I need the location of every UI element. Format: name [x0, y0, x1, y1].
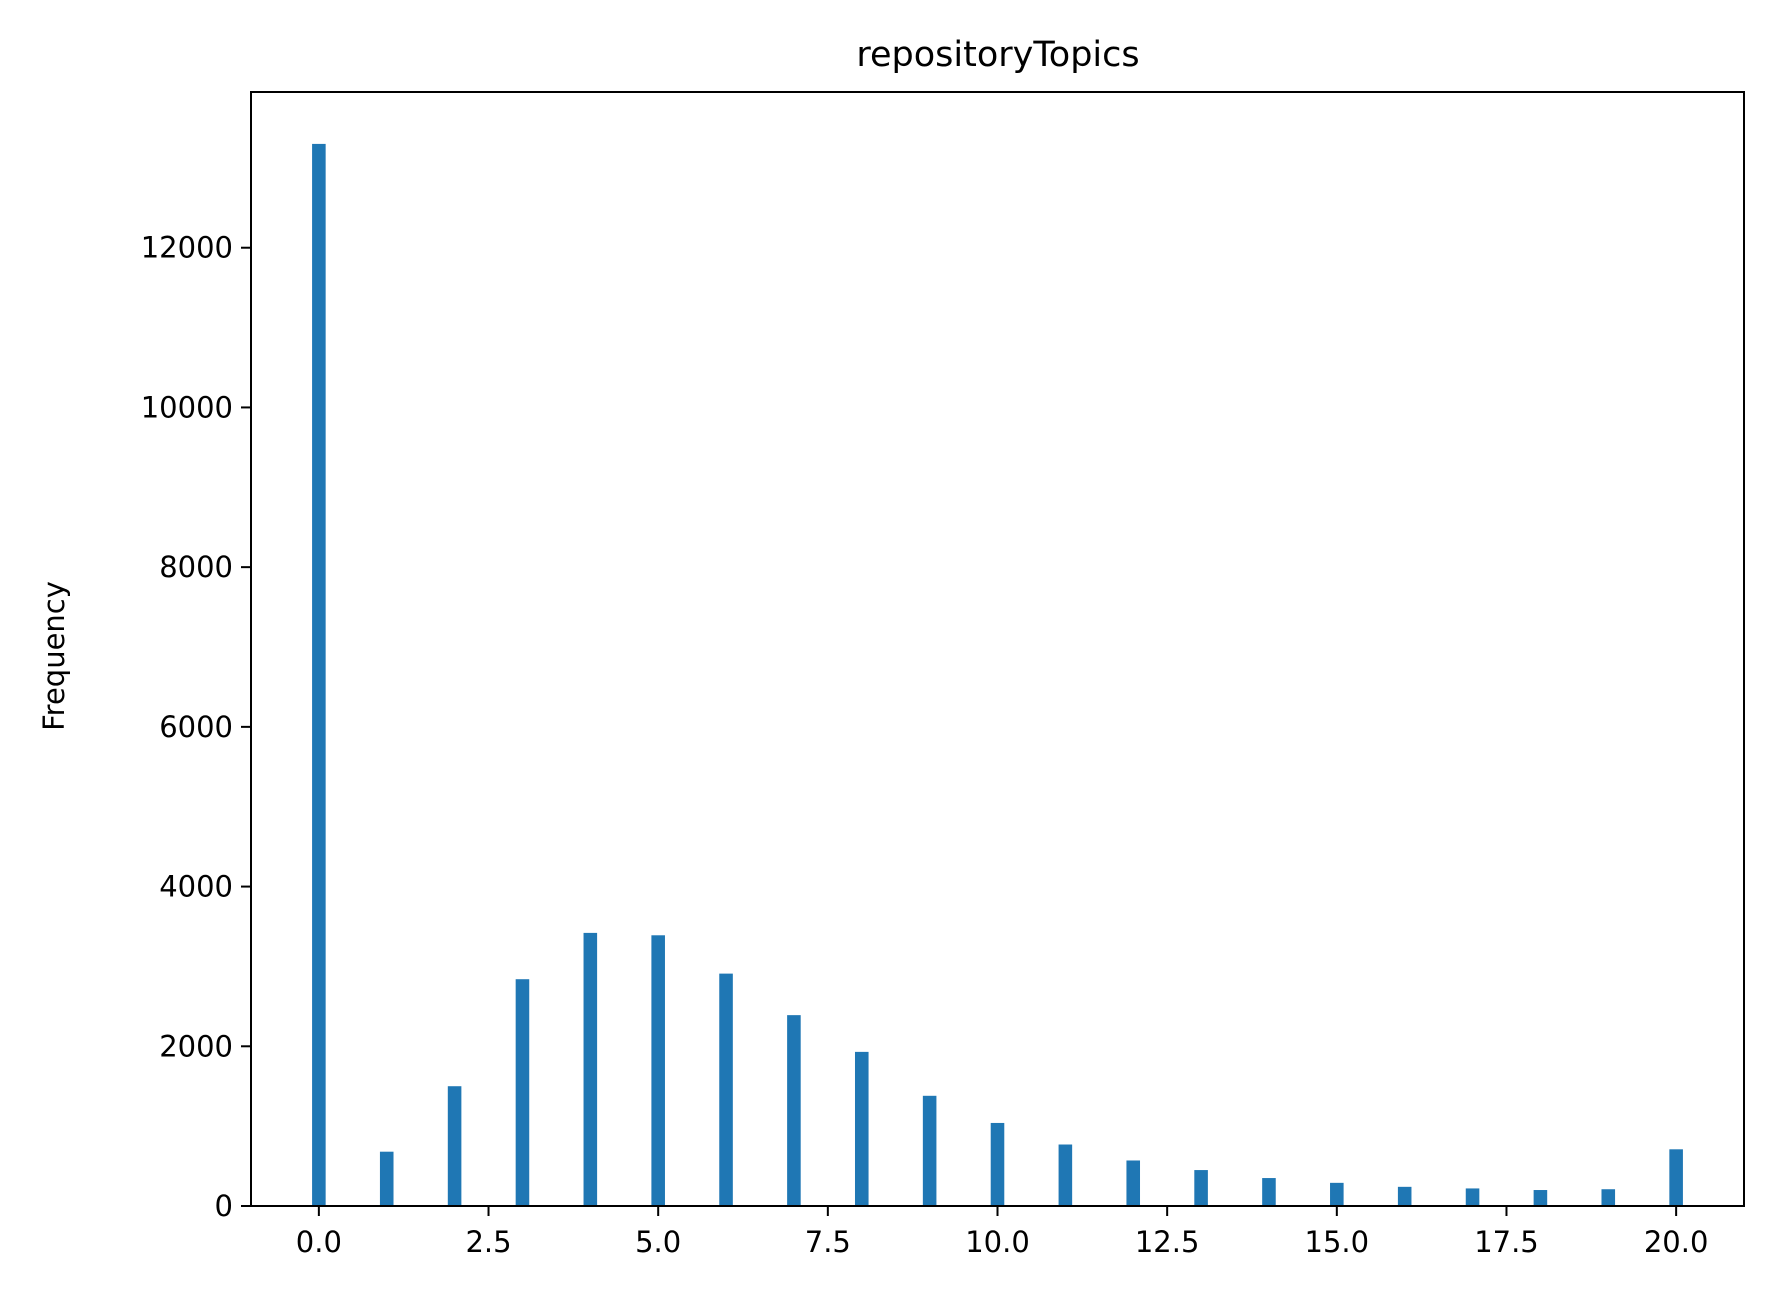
x-tick-label: 10.0	[965, 1225, 1030, 1259]
x-tick-label: 2.5	[465, 1225, 511, 1259]
bars-group	[312, 143, 1683, 1206]
x-tick-label: 12.5	[1135, 1225, 1200, 1259]
x-tick-label: 7.5	[805, 1225, 851, 1259]
bar-14	[1262, 1178, 1276, 1206]
y-tick-label: 10000	[141, 390, 233, 424]
bar-6	[719, 973, 733, 1206]
plot-frame	[250, 91, 1745, 1207]
bar-19	[1601, 1189, 1616, 1206]
y-tick-label: 6000	[159, 710, 233, 744]
bar-16	[1397, 1186, 1412, 1206]
bar-10	[990, 1122, 1005, 1206]
x-tick-label: 15.0	[1305, 1225, 1370, 1259]
bar-0	[312, 143, 326, 1206]
bar-1	[379, 1151, 394, 1206]
bar-3	[515, 979, 530, 1206]
bar-18	[1533, 1190, 1548, 1206]
bar-15	[1330, 1182, 1344, 1206]
y-tick-label: 4000	[159, 870, 233, 904]
bar-13	[1194, 1170, 1208, 1206]
y-axis-label: Frequency	[37, 581, 71, 731]
bar-17	[1465, 1188, 1480, 1206]
bar-20	[1669, 1149, 1683, 1206]
bar-8	[854, 1051, 869, 1206]
x-tick-label: 5.0	[635, 1225, 681, 1259]
y-tick-label: 2000	[159, 1029, 233, 1063]
y-tick-label: 0	[215, 1189, 233, 1223]
bar-9	[922, 1095, 937, 1206]
bar-12	[1126, 1160, 1141, 1206]
x-tick-label: 0.0	[296, 1225, 342, 1259]
x-tick-label: 20.0	[1644, 1225, 1709, 1259]
x-axis-ticks: 0.0 2.5 5.0 7.5 10.0 12.5 15.0 17.5 20.0	[296, 1206, 1709, 1259]
bar-11	[1058, 1144, 1073, 1206]
bar-7	[787, 1015, 801, 1206]
bar-2	[447, 1086, 462, 1206]
y-axis-ticks: 0 2000 4000 6000 8000 10000 12000	[141, 231, 251, 1223]
bar-4	[583, 932, 598, 1206]
bar-5	[651, 935, 665, 1206]
y-tick-label: 8000	[159, 550, 233, 584]
x-tick-label: 17.5	[1474, 1225, 1539, 1259]
y-tick-label: 12000	[141, 231, 233, 265]
chart-title: repositoryTopics	[856, 35, 1139, 75]
